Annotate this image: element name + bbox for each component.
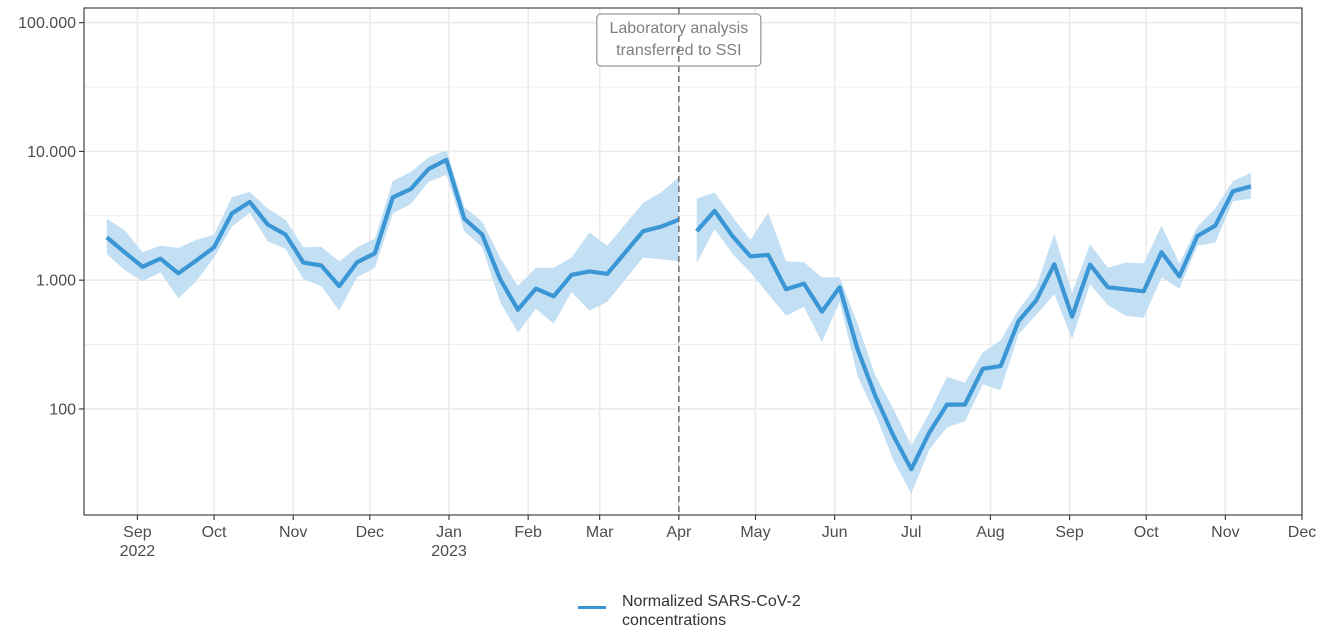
annotation-text: transferred to SSI — [616, 42, 741, 59]
y-tick-label: 10.000 — [27, 144, 76, 161]
annotation-text: Laboratory analysis — [609, 20, 748, 37]
y-tick-label: 100 — [49, 401, 76, 418]
x-tick-label: Oct — [202, 524, 227, 541]
x-tick-label: Jan — [436, 524, 462, 541]
concentration-lines — [105, 157, 1252, 472]
chart: Laboratory analysis transferred to SSI 10… — [18, 7, 1316, 560]
x-tick-label: Sep — [1055, 524, 1084, 541]
x-tick-label: Feb — [514, 524, 542, 541]
x-tick-label: Apr — [666, 524, 692, 541]
legend-line-key — [578, 598, 606, 614]
x-tick-label: Aug — [976, 524, 1004, 541]
concentration-line — [695, 184, 1252, 472]
x-tick-label: Jun — [822, 524, 848, 541]
legend-label: Normalized SARS-CoV-2 concentrations — [622, 593, 801, 629]
x-tick-label: Mar — [586, 524, 614, 541]
x-tick-label: Nov — [279, 524, 307, 541]
x-tick-label: Oct — [1134, 524, 1159, 541]
legend: Normalized SARS-CoV-2 concentrations — [578, 592, 832, 630]
x-tick-year-label: 2023 — [431, 543, 467, 560]
x-tick-label: Sep — [123, 524, 152, 541]
panel-border — [83, 7, 1303, 516]
x-tick-label: May — [740, 524, 770, 541]
x-tick-label: Dec — [356, 524, 384, 541]
x-tick-label: Dec — [1288, 524, 1316, 541]
axes: 100 1.000 10.000 100.000 Sep 2022 Oct Nov Dec Jan… — [18, 15, 1316, 560]
y-tick-label: 1.000 — [36, 273, 76, 290]
y-tick-label: 100.000 — [18, 15, 76, 32]
x-tick-label: Jul — [901, 524, 921, 541]
x-tick-year-label: 2022 — [120, 543, 156, 560]
panel-background — [84, 8, 1302, 515]
annotation: Laboratory analysis transferred to SSI — [596, 8, 762, 515]
concentration-line — [105, 157, 680, 312]
x-tick-label: Nov — [1211, 524, 1239, 541]
